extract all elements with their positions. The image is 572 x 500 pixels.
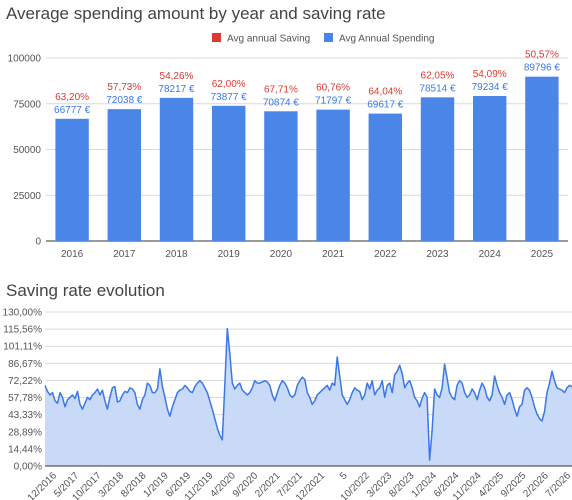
- bar-y-tick-label: 50000: [13, 145, 41, 156]
- area-y-tick-label: 101,11%: [3, 342, 42, 353]
- legend-swatch: [324, 33, 333, 42]
- spending-label: 73877 €: [211, 92, 248, 103]
- bar: [525, 76, 559, 242]
- spending-label: 79234 €: [472, 82, 509, 93]
- legend-label: Avg Annual Spending: [339, 34, 434, 45]
- bar-x-tick-label: 2025: [531, 249, 554, 260]
- spending-label: 78514 €: [419, 83, 456, 94]
- legend-swatch: [212, 33, 221, 42]
- chart-1-title: Average spending amount by year and savi…: [6, 4, 386, 23]
- saving-rate-label: 67,71%: [264, 84, 298, 95]
- area-y-tick-label: 72,22%: [8, 376, 42, 387]
- area-y-tick-label: 130,00%: [3, 308, 43, 319]
- spending-label: 70874 €: [263, 97, 300, 108]
- bar-y-tick-label: 0: [35, 237, 41, 248]
- area-y-tick-label: 57,78%: [8, 393, 42, 404]
- bar-x-tick-label: 2016: [61, 249, 84, 260]
- saving-rate-label: 63,20%: [55, 92, 89, 103]
- saving-rate-label: 64,04%: [368, 87, 402, 98]
- bar-legend: Avg annual Saving Avg Annual Spending: [212, 33, 434, 45]
- area-y-tick-label: 14,44%: [8, 444, 42, 455]
- bar: [159, 97, 194, 242]
- bar-y-tick-label: 100000: [8, 54, 42, 65]
- bar-y-tick-label: 75000: [13, 99, 41, 110]
- bar-x-tick-label: 2021: [322, 249, 345, 260]
- bar-x-tick-label: 2020: [270, 249, 293, 260]
- area-chart: 0,00% 14,44% 28,89% 43,33% 57,78% 72,22% 86,67…: [3, 308, 572, 500]
- bar-y-tick-label: 25000: [13, 191, 41, 202]
- bar: [368, 113, 403, 241]
- legend-label: Avg annual Saving: [227, 34, 310, 45]
- bar-x-tick-label: 2024: [479, 249, 502, 260]
- saving-rate-label: 62,00%: [212, 79, 246, 90]
- bar: [316, 109, 350, 242]
- area-y-tick-label: 115,56%: [3, 325, 42, 336]
- spending-label: 72038 €: [106, 95, 143, 106]
- area-y-tick-label: 28,89%: [8, 427, 42, 438]
- bar-x-tick-label: 2019: [218, 249, 241, 260]
- area-line: [44, 327, 572, 461]
- saving-rate-label: 54,09%: [473, 69, 507, 80]
- saving-rate-label: 60,76%: [316, 83, 350, 94]
- bar: [420, 97, 455, 241]
- area-y-tick-label: 86,67%: [8, 359, 42, 370]
- bar: [211, 105, 246, 242]
- saving-rate-label: 62,05%: [421, 70, 455, 81]
- chart-2-title: Saving rate evolution: [6, 281, 165, 300]
- bar: [472, 96, 507, 242]
- spending-label: 78217 €: [158, 84, 195, 95]
- bar-x-tick-label: 2018: [165, 249, 188, 260]
- saving-rate-label: 57,73%: [107, 82, 141, 93]
- saving-rate-label: 54,26%: [160, 71, 194, 82]
- bar-x-tick-label: 2022: [374, 249, 397, 260]
- spending-label: 89796 €: [524, 63, 561, 74]
- area-fill: [45, 328, 572, 466]
- bar-x-tick-label: 2017: [113, 249, 136, 260]
- bar: [55, 118, 89, 241]
- area-y-tick-label: 43,33%: [8, 410, 42, 421]
- spending-label: 71797 €: [315, 96, 352, 107]
- bar-x-tick-label: 2023: [426, 249, 449, 260]
- bar: [107, 109, 142, 241]
- spending-label: 66777 €: [54, 105, 91, 116]
- area-x-tick-label: 7/2026: [544, 470, 572, 500]
- bar: [264, 111, 298, 241]
- saving-rate-label: 50,57%: [525, 50, 559, 61]
- spending-label: 69617 €: [367, 100, 404, 111]
- area-x-tick-label: 5: [338, 470, 350, 482]
- area-y-tick-label: 0,00%: [14, 462, 42, 473]
